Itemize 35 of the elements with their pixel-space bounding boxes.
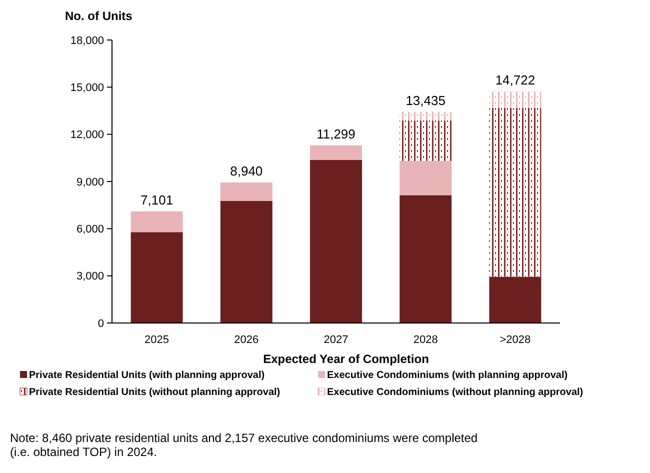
bar <box>220 182 272 201</box>
bar <box>130 211 183 232</box>
x-tick-label: 2028 <box>413 334 438 346</box>
x-tick-label: 2026 <box>234 334 259 346</box>
x-axis-title: Expected Year of Completion <box>263 352 429 366</box>
legend-label: Executive Condominiums (without planning approval) <box>327 387 584 398</box>
y-tick-label: 0 <box>98 318 104 330</box>
y-tick-label: 12,000 <box>70 129 104 142</box>
bar <box>489 108 542 277</box>
bar <box>220 200 272 323</box>
legend-label: Executive Condominiums (with planning approval) <box>327 370 568 381</box>
bar <box>310 160 362 323</box>
total-label: 7,101 <box>140 192 174 208</box>
bar <box>130 232 183 323</box>
total-label: 11,299 <box>316 126 356 142</box>
bar <box>400 120 452 161</box>
legend-label: Private Residential Units (with planning approval) <box>29 370 265 381</box>
legend-label: Private Residential Units (without planning approval) <box>29 387 280 398</box>
y-tick-label: 9,000 <box>76 176 104 188</box>
bar <box>400 160 452 196</box>
text: Note: 8,460 private residential units and 2,157 executive condominiums were completed (i.e. obtained TOP) in 2024. <box>10 431 479 459</box>
bar <box>310 145 362 160</box>
y-axis-title: No. of Units <box>65 9 133 23</box>
x-tick-label: 2027 <box>324 334 348 346</box>
bar <box>489 276 542 323</box>
bar <box>400 195 452 323</box>
total-label: 14,722 <box>495 72 536 88</box>
total-label: 13,435 <box>406 92 446 108</box>
y-tick-label: 18,000 <box>70 34 104 47</box>
y-tick-label: 3,000 <box>76 270 104 283</box>
x-tick-label: >2028 <box>500 334 531 346</box>
x-tick-label: 2025 <box>144 334 170 346</box>
total-label: 8,940 <box>230 163 263 178</box>
y-tick-label: 6,000 <box>76 224 104 236</box>
y-tick-label: 15,000 <box>70 82 104 94</box>
